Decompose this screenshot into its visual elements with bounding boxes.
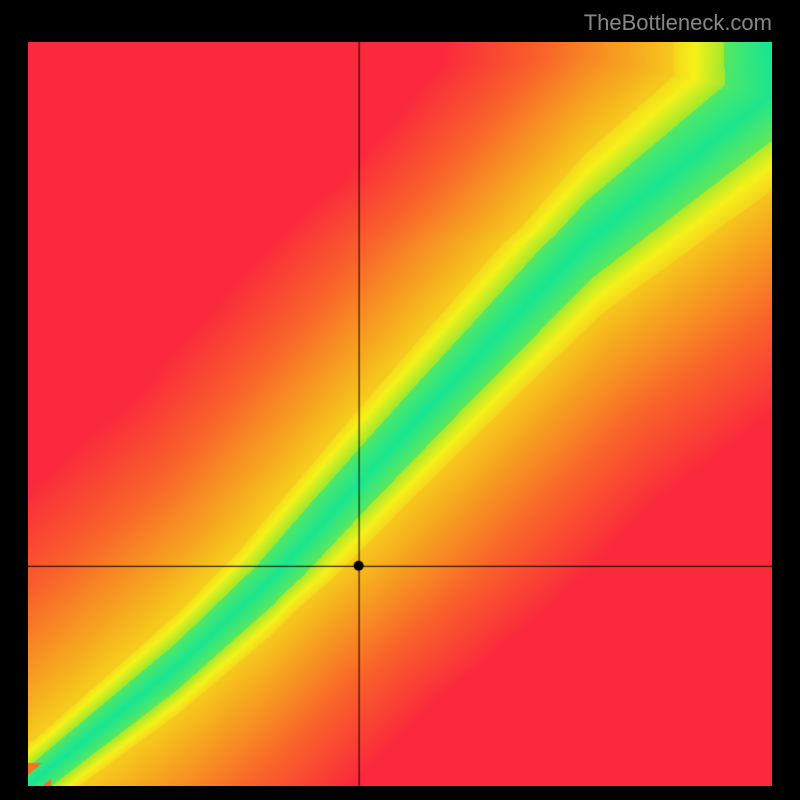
- attribution-text: TheBottleneck.com: [584, 10, 772, 36]
- bottleneck-heatmap: [28, 42, 772, 786]
- heatmap-canvas: [28, 42, 772, 786]
